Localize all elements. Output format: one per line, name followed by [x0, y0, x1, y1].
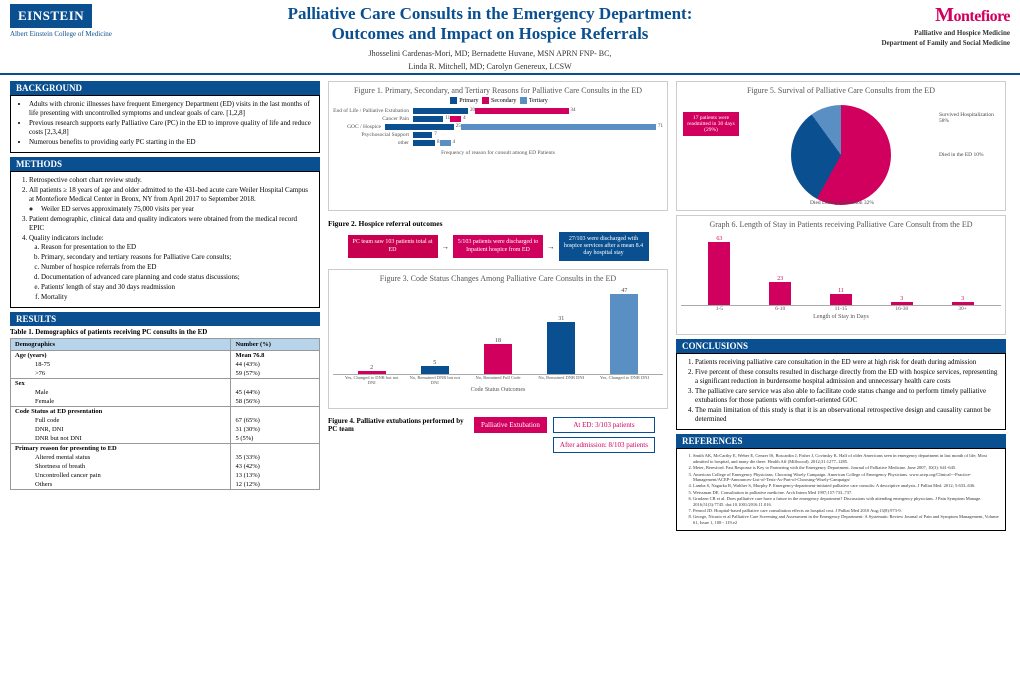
header: EINSTEIN Albert Einstein College of Medi…	[0, 0, 1020, 75]
r8: George, Nicario et al Palliative Care Sc…	[693, 514, 999, 525]
arrow-icon: →	[547, 242, 555, 251]
fig1-bars: End of Life / Palliative Extubation2034C…	[333, 108, 663, 146]
figure3: Figure 3. Code Status Changes Among Pall…	[328, 269, 668, 409]
logo-montefiore: Montefiore	[840, 4, 1010, 27]
references-section: REFERENCES Smith AK, McCarthy E, Weber E…	[676, 434, 1006, 531]
methods-head: METHODS	[10, 157, 320, 171]
t1-h2: Number (%)	[231, 339, 320, 351]
c1: Patients receiving palliative care consu…	[695, 358, 999, 367]
figure2: Figure 2. Hospice referral outcomes PC t…	[328, 219, 668, 262]
g6-title: Graph 6. Length of Stay in Patients rece…	[681, 220, 1001, 229]
t1-h1: Demographics	[11, 339, 231, 351]
title-block: Palliative Care Consults in the Emergenc…	[140, 4, 840, 71]
table1-caption: Table 1. Demographics of patients receiv…	[10, 328, 320, 336]
fig2-box3: 27/103 were discharged with hospice serv…	[559, 232, 649, 262]
c2: Five percent of these consults resulted …	[695, 368, 999, 386]
fig2-box1: PC team saw 103 patients total at ED	[348, 235, 438, 257]
legend-primary-icon	[450, 97, 457, 104]
fig5-title: Figure 5. Survival of Palliative Care Co…	[681, 86, 1001, 95]
background-section: BACKGROUND Adults with chronic illnesses…	[10, 81, 320, 153]
content: BACKGROUND Adults with chronic illnesses…	[0, 75, 1020, 537]
authors-line1: Jhosselini Cardenas-Mori, MD; Bernadette…	[140, 49, 840, 58]
m1: Retrospective cohort chart review study.	[29, 176, 313, 185]
references-head: REFERENCES	[676, 434, 1006, 448]
title-line1: Palliative Care Consults in the Emergenc…	[140, 4, 840, 24]
fig3-title: Figure 3. Code Status Changes Among Pall…	[333, 274, 663, 283]
conclusions-head: CONCLUSIONS	[676, 339, 1006, 353]
bg-item3: Numerous benefits to providing early PC …	[29, 138, 313, 147]
fig5-l3: Died During Admission 32%	[807, 200, 877, 206]
fig5-callout: 17 patients were readmitted in 30 days (…	[683, 112, 739, 136]
legend-secondary-icon	[482, 97, 489, 104]
conclusions-body: Patients receiving palliative care consu…	[676, 353, 1006, 431]
fig2-title: Figure 2. Hospice referral outcomes	[328, 219, 668, 228]
column-mid: Figure 1. Primary, Secondary, and Tertia…	[328, 81, 668, 531]
bg-item1: Adults with chronic illnesses have frequ…	[29, 100, 313, 118]
m4b: Primary, secondary and tertiary reasons …	[41, 253, 313, 262]
column-right: Figure 5. Survival of Palliative Care Co…	[676, 81, 1006, 531]
logo-einstein: EINSTEIN	[10, 4, 92, 28]
fig3-xaxis: Code Status Outcomes	[333, 387, 663, 393]
fig4-bottom: After admission: 8/103 patients	[553, 437, 655, 453]
fig4-center: Palliative Extubation	[474, 417, 547, 433]
fig5-l1: Survived Hospitalization 58%	[939, 112, 999, 124]
g6-chart: 63231133	[681, 231, 1001, 306]
r2: Meier, Beresford. Fast Response is Key t…	[693, 465, 999, 470]
graph6: Graph 6. Length of Stay in Patients rece…	[676, 215, 1006, 335]
conclusions-section: CONCLUSIONS Patients receiving palliativ…	[676, 339, 1006, 431]
legend-tertiary-icon	[520, 97, 527, 104]
table1: DemographicsNumber (%) Age (years)Mean 7…	[10, 338, 320, 490]
m4: Quality indicators include: Reason for p…	[29, 234, 313, 303]
r4: Lamba S, Nagurka R, Walther S, Murphy P.…	[693, 483, 999, 488]
title-line2: Outcomes and Impact on Hospice Referrals	[140, 24, 840, 44]
fig4-top: At ED: 3/103 patients	[553, 417, 655, 433]
authors-line2: Linda R. Mitchell, MD; Carolyn Genereux,…	[140, 62, 840, 71]
arrow-icon: →	[442, 242, 450, 251]
figure4: Figure 4. Palliative extubations perform…	[328, 417, 668, 453]
methods-section: METHODS Retrospective cohort chart revie…	[10, 157, 320, 308]
m4a: Reason for presentation to the ED	[41, 243, 313, 252]
references-body: Smith AK, McCarthy E, Weber E, Cenzer IS…	[676, 448, 1006, 531]
results-section: RESULTS Table 1. Demographics of patient…	[10, 312, 320, 490]
fig2-flow: PC team saw 103 patients total at ED → 5…	[328, 232, 668, 262]
fig1-legend: Primary Secondary Tertiary	[333, 97, 663, 104]
results-head: RESULTS	[10, 312, 320, 326]
logo-einstein-sub: Albert Einstein College of Medicine	[10, 30, 140, 38]
fig1-title: Figure 1. Primary, Secondary, and Tertia…	[333, 86, 663, 95]
fig3-chart: 25183147	[333, 285, 663, 375]
column-left: BACKGROUND Adults with chronic illnesses…	[10, 81, 320, 531]
background-body: Adults with chronic illnesses have frequ…	[10, 95, 320, 153]
m2a: Weiler ED serves approximately 75,000 vi…	[41, 205, 313, 214]
r3: American College of Emergency Physicians…	[693, 472, 999, 483]
c4: The main limitation of this study is tha…	[695, 406, 999, 424]
logo-einstein-block: EINSTEIN Albert Einstein College of Medi…	[10, 4, 140, 38]
fig5-l2: Died in the ED 10%	[939, 152, 999, 158]
m4d: Documentation of advanced care planning …	[41, 273, 313, 282]
r7: Penrod JD. Hospital-based palliative car…	[693, 508, 999, 513]
logo-right-sub2: Department of Family and Social Medicine	[840, 39, 1010, 47]
fig4-title: Figure 4. Palliative extubations perform…	[328, 417, 468, 453]
background-head: BACKGROUND	[10, 81, 320, 95]
c3: The palliative care service was also abl…	[695, 387, 999, 405]
logo-montefiore-block: Montefiore Palliative and Hospice Medici…	[840, 4, 1010, 47]
fig2-box2: 5/103 patients were discharged to Inpati…	[453, 235, 543, 257]
figure5: Figure 5. Survival of Palliative Care Co…	[676, 81, 1006, 211]
methods-body: Retrospective cohort chart review study.…	[10, 171, 320, 308]
fig3-labels: Yes, Changed to DNR but not DNINo, Remai…	[333, 375, 663, 385]
r5: Weissman DE. Consultation in palliative …	[693, 490, 999, 495]
figure1: Figure 1. Primary, Secondary, and Tertia…	[328, 81, 668, 211]
g6-labels: 1-56-1011-1516-3030+	[681, 306, 1001, 312]
fig1-xaxis: Frequency of reason for consult among ED…	[333, 150, 663, 156]
r6: Grudzen CR et al. Does palliative care h…	[693, 496, 999, 507]
m4c: Number of hospice referrals from the ED	[41, 263, 313, 272]
fig5-pie	[791, 105, 891, 205]
m3: Patient demographic, clinical data and q…	[29, 215, 313, 233]
m4f: Mortality	[41, 293, 313, 302]
m2: All patients ≥ 18 years of age and older…	[29, 186, 313, 213]
m4e: Patients' length of stay and 30 days rea…	[41, 283, 313, 292]
logo-right-sub1: Palliative and Hospice Medicine	[840, 29, 1010, 37]
g6-xaxis: Length of Stay in Days	[681, 314, 1001, 320]
bg-item2: Previous research supports early Palliat…	[29, 119, 313, 137]
r1: Smith AK, McCarthy E, Weber E, Cenzer IS…	[693, 453, 999, 464]
